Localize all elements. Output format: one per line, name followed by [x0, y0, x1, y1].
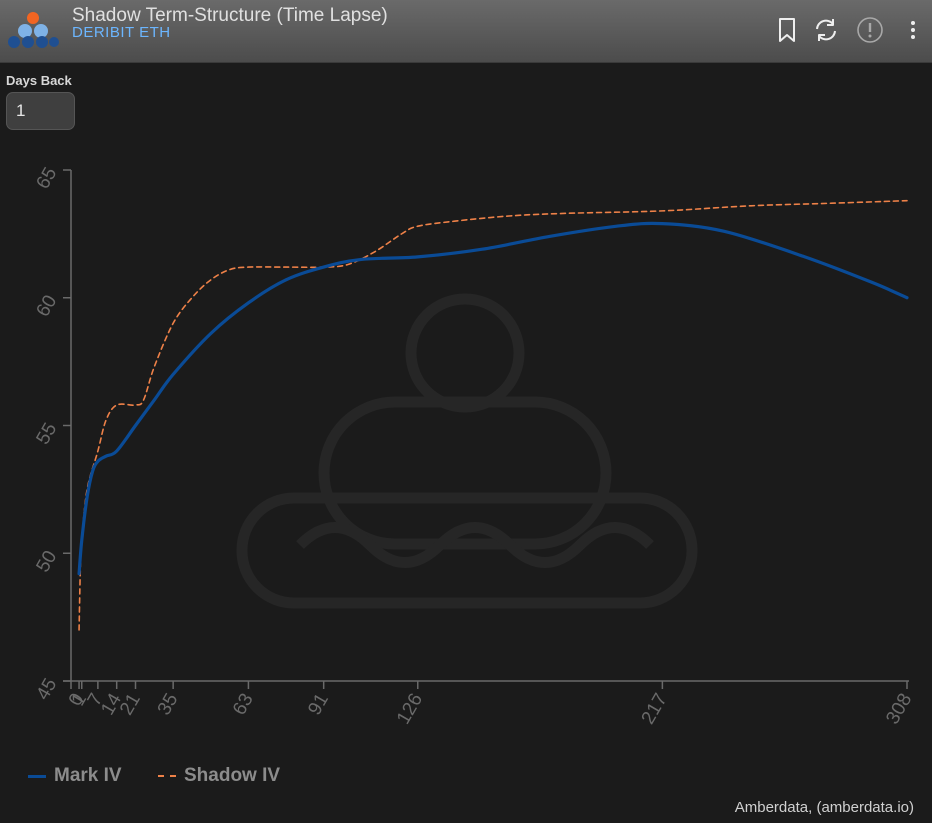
refresh-icon[interactable] — [813, 16, 839, 44]
shadow-iv-line[interactable] — [78, 199, 908, 631]
widget-header: Shadow Term-Structure (Time Lapse) DERIB… — [0, 0, 932, 63]
widget-title: Shadow Term-Structure (Time Lapse) — [72, 5, 388, 26]
x-tick-label: 91 — [304, 690, 333, 719]
days-back-label: Days Back — [6, 73, 72, 88]
legend-swatch-mark-iv — [28, 775, 46, 778]
logo-icon — [8, 12, 59, 48]
more-vertical-icon[interactable] — [900, 16, 926, 44]
y-tick-label: 45 — [33, 675, 62, 704]
legend-label-mark-iv: Mark IV — [54, 765, 122, 786]
alert-icon[interactable] — [856, 16, 884, 44]
x-tick-label: 217 — [638, 690, 672, 728]
x-tick-label: 63 — [229, 690, 258, 719]
bookmark-icon[interactable] — [774, 16, 800, 44]
y-tick-label: 60 — [33, 292, 62, 321]
legend-item-shadow-iv[interactable]: Shadow IV — [158, 765, 280, 787]
y-tick-label: 55 — [33, 420, 62, 449]
data-credit: Amberdata, (amberdata.io) — [734, 799, 914, 816]
legend-label-shadow-iv: Shadow IV — [184, 765, 281, 786]
legend-swatch-shadow-iv — [158, 775, 176, 777]
widget-subtitle: DERIBIT ETH — [72, 24, 171, 41]
x-tick-label: 35 — [154, 690, 183, 719]
mark-iv-line[interactable] — [77, 221, 909, 576]
y-tick-label: 50 — [33, 547, 62, 576]
chart-marks — [77, 199, 909, 631]
y-tick-label: 65 — [33, 164, 62, 193]
x-tick-label: 21 — [116, 690, 145, 719]
watermark-logo — [236, 293, 698, 609]
x-tick-label: 126 — [393, 690, 427, 728]
days-back-input[interactable] — [6, 92, 75, 130]
x-tick-label: 308 — [882, 690, 916, 728]
legend-item-mark-iv[interactable]: Mark IV — [28, 765, 122, 787]
